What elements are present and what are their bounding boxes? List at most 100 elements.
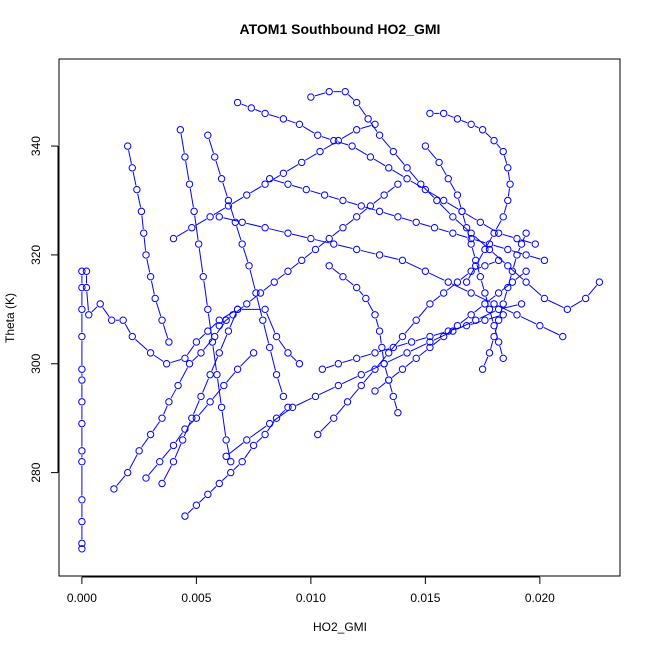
series-segment — [263, 284, 272, 291]
series-segment — [231, 196, 244, 205]
data-point — [467, 240, 475, 248]
data-point — [426, 332, 434, 341]
series-segment — [180, 133, 185, 153]
data-point — [499, 311, 507, 319]
data-point — [78, 398, 86, 406]
series-segment — [397, 342, 408, 347]
series-segment — [128, 150, 132, 164]
data-point — [185, 180, 194, 188]
data-point — [364, 115, 372, 123]
data-point — [233, 365, 242, 373]
data-point — [462, 278, 471, 286]
data-series — [314, 256, 503, 439]
data-point — [142, 474, 150, 482]
series-segment — [266, 313, 276, 333]
data-point — [513, 251, 521, 259]
series-segment — [587, 285, 598, 296]
data-point — [490, 300, 498, 308]
data-point — [247, 104, 256, 112]
series-segment — [494, 329, 498, 339]
data-point — [227, 458, 235, 466]
series-segment — [192, 355, 199, 362]
data-point — [490, 321, 498, 330]
data-point — [481, 262, 489, 270]
series-segment — [211, 356, 219, 371]
data-point — [229, 311, 237, 319]
data-point — [375, 251, 384, 259]
data-point — [288, 403, 297, 411]
data-point — [142, 251, 150, 259]
series-segment — [337, 244, 353, 249]
data-series — [371, 267, 530, 395]
data-point — [389, 343, 398, 352]
data-point — [595, 278, 604, 286]
series-segment — [391, 371, 400, 378]
series-segment — [345, 219, 354, 226]
data-point — [444, 278, 452, 286]
series-segment — [328, 195, 340, 200]
data-point — [215, 321, 223, 330]
data-point — [421, 267, 430, 275]
data-point — [439, 109, 448, 118]
data-point — [439, 289, 448, 297]
series-segment — [221, 475, 229, 481]
series-segment — [360, 353, 372, 358]
data-point — [352, 98, 361, 107]
series-segment — [246, 222, 262, 228]
series-segment — [236, 306, 244, 313]
series-segment — [467, 231, 471, 241]
series-segment — [210, 322, 217, 329]
series-segment — [367, 301, 374, 312]
data-point — [357, 381, 365, 390]
data-point — [243, 300, 251, 308]
series-segment — [355, 147, 368, 156]
data-point — [513, 234, 521, 243]
data-point — [272, 414, 281, 422]
data-point — [504, 164, 512, 172]
data-point — [261, 109, 269, 118]
data-point — [215, 349, 223, 357]
series-segment — [326, 364, 335, 369]
data-point — [458, 207, 466, 216]
data-point — [222, 452, 230, 460]
series-segment — [548, 299, 564, 308]
data-point — [334, 381, 343, 390]
data-point — [261, 430, 269, 439]
series-segment — [236, 226, 242, 241]
series-segment — [141, 215, 144, 230]
data-point — [476, 218, 485, 226]
y-tick-label: 280 — [29, 462, 43, 482]
series-segment — [490, 313, 494, 322]
data-point — [371, 365, 379, 373]
data-point — [307, 234, 315, 243]
data-point — [467, 267, 475, 275]
data-point — [398, 256, 407, 265]
data-point — [462, 321, 471, 330]
data-point — [508, 267, 517, 275]
series-segment — [170, 388, 177, 399]
data-point — [279, 169, 288, 177]
data-point — [453, 191, 462, 199]
series-segment — [496, 143, 501, 149]
series-segment — [373, 197, 382, 204]
data-point — [123, 468, 132, 477]
series-segment — [507, 171, 511, 181]
series-segment — [163, 465, 172, 480]
series-segment — [255, 109, 262, 113]
data-point — [78, 496, 86, 504]
series-segment — [423, 186, 435, 198]
series-segment — [470, 320, 482, 325]
data-point — [403, 349, 411, 357]
y-tick-label: 320 — [29, 245, 43, 265]
series-segment — [287, 119, 296, 124]
data-point — [403, 164, 411, 172]
series-segment — [337, 141, 349, 146]
data-point — [128, 332, 136, 341]
data-point — [380, 360, 388, 368]
data-point — [298, 158, 306, 167]
data-point — [394, 180, 402, 188]
series-segment — [179, 367, 189, 383]
data-point — [412, 218, 420, 226]
series-segment — [432, 338, 441, 346]
data-point — [371, 120, 379, 129]
